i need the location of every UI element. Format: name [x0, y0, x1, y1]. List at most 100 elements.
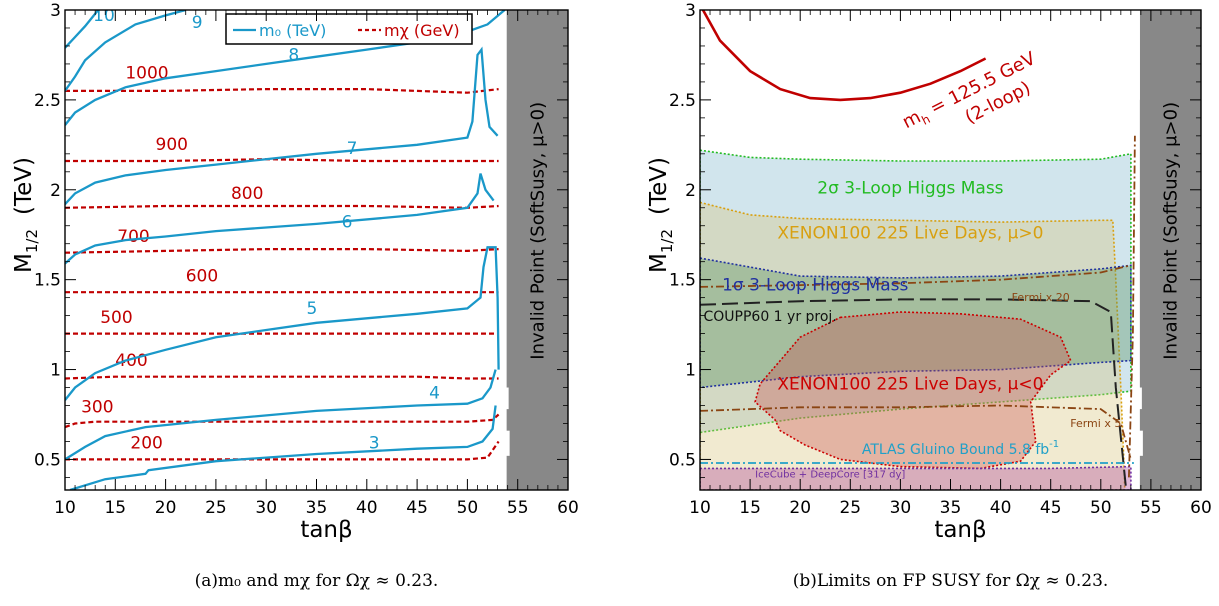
invalid-notch: [504, 387, 509, 410]
limit-band: [754, 311, 1072, 470]
m0-contour-label: 4: [429, 383, 440, 403]
mchi-contour-label: 700: [117, 227, 149, 247]
y-axis-label-unit: (TeV): [11, 157, 37, 215]
legend-label: mχ (GeV): [384, 21, 460, 40]
y-tick-label: 1.5: [669, 271, 696, 291]
legend-label: m₀ (TeV): [259, 21, 326, 40]
panel-caption: (a)m₀ and mχ for Ωχ ≈ 0.23.: [195, 571, 439, 591]
mchi-contour-label: 400: [115, 351, 147, 371]
mchi-contour-label: 900: [156, 135, 188, 155]
m0-contour-label: 8: [288, 45, 299, 65]
mchi-contour-label: 300: [81, 398, 113, 418]
m0-contour: [65, 246, 500, 401]
m0-contour: [65, 46, 499, 205]
y-tick-label: 1: [685, 361, 696, 381]
mchi-contour-label: 1000: [125, 63, 168, 83]
limit-line: [1128, 135, 1136, 478]
x-tick-label: 10: [689, 498, 711, 518]
invalid-region-label: Invalid Point (SoftSusy, μ>0): [1160, 102, 1181, 360]
mchi-contour: [65, 158, 499, 163]
y-axis-label-main: M: [646, 253, 672, 273]
x-tick-label: 35: [306, 498, 328, 518]
legend-box: [225, 13, 473, 45]
m0-contour: [65, 369, 497, 461]
contour-label-bg: [226, 183, 268, 204]
x-tick-label: 55: [1140, 498, 1162, 518]
contour-label-bg: [151, 135, 193, 156]
invalid-notch: [1133, 430, 1143, 456]
x-tick-label: 20: [155, 498, 177, 518]
m0-contour-label: 10: [93, 6, 115, 26]
invalid-region: [506, 10, 568, 490]
mchi-contour: [65, 375, 499, 380]
limit-band: [700, 257, 1132, 389]
legend: m₀ (TeV) mχ (GeV): [225, 13, 473, 45]
limit-line: [700, 298, 1127, 487]
m0-contour: [65, 173, 495, 265]
y-axis-label: M1/2 (TeV): [646, 157, 676, 273]
limit-band: [700, 149, 1132, 434]
limit-band: [700, 465, 1132, 490]
m0-contour: [69, 405, 497, 490]
contour-label-bg: [126, 433, 168, 454]
m0-contour: [65, 10, 100, 49]
y-tick-label: 3: [685, 1, 696, 21]
x-tick-label: 10: [54, 498, 76, 518]
y-axis-label-sub: 1/2: [658, 229, 676, 253]
x-tick-label: 50: [1090, 498, 1112, 518]
x-tick-label: 35: [940, 498, 962, 518]
x-tick-label: 15: [104, 498, 126, 518]
mchi-contour-label: 600: [186, 266, 218, 286]
limit-line: [700, 404, 1132, 460]
x-tick-label: 50: [457, 498, 479, 518]
x-tick-label: 45: [1040, 498, 1062, 518]
invalid-region-label: Invalid Point (SoftSusy, μ>0): [527, 102, 548, 360]
band-label: IceCube + DeepCore [317 dy]: [755, 469, 905, 480]
y-tick-label: 2: [685, 181, 696, 201]
x-tick-label: 30: [890, 498, 912, 518]
mchi-contour: [65, 204, 499, 209]
band-label: Fermi x 20: [1012, 291, 1070, 304]
x-tick-label: 25: [839, 498, 861, 518]
invalid-gap: [497, 10, 507, 100]
band-label: ATLAS Gluino Bound 5.8 fb-1: [862, 439, 1059, 458]
mchi-contour-label: 200: [130, 434, 162, 454]
mchi-contour: [65, 248, 499, 254]
higgs-mass-curve: [701, 10, 987, 102]
mchi-contour: [65, 440, 500, 461]
mchi-contour: [65, 413, 500, 429]
x-tick-label: 25: [205, 498, 227, 518]
plot-area: mh = 125.5 GeV(2-loop)2σ 3-Loop Higgs Ma…: [700, 10, 1201, 490]
contour-label-bg: [181, 266, 223, 287]
x-tick-label: 30: [255, 498, 277, 518]
y-tick-label: 0.5: [669, 450, 696, 470]
y-tick-label: 0.5: [34, 450, 61, 470]
x-tick-label: 45: [406, 498, 428, 518]
invalid-region: [1139, 10, 1201, 490]
y-tick-label: 2.5: [34, 91, 61, 111]
invalid-notch: [1137, 387, 1142, 410]
y-tick-label: 2: [50, 181, 61, 201]
y-axis-label-unit: (TeV): [646, 157, 672, 215]
x-tick-label: 60: [557, 498, 579, 518]
band-label: Fermi x 5: [1070, 417, 1121, 430]
panel-b: mh = 125.5 GeV(2-loop)2σ 3-Loop Higgs Ma…: [646, 1, 1212, 591]
x-tick-label: 60: [1190, 498, 1212, 518]
x-axis-label: tanβ: [300, 517, 352, 543]
mchi-contour-label: 800: [231, 184, 263, 204]
x-axis-label: tanβ: [934, 517, 986, 543]
y-tick-label: 1: [50, 361, 61, 381]
band-label: 2σ 3-Loop Higgs Mass: [817, 178, 1003, 198]
plot-area: 200 300 400 500 600 700 800 900 1000 3 4 5 6 7 8 9 10 m₀ …: [65, 6, 568, 490]
m0-contour-label: 5: [306, 299, 317, 319]
invalid-gap: [1130, 10, 1140, 100]
band-label: COUPP60 1 yr proj.: [703, 309, 836, 325]
x-tick-label: 15: [739, 498, 761, 518]
y-axis-label: M1/2 (TeV): [11, 157, 41, 273]
mchi-contour-label: 500: [100, 308, 132, 328]
mchi-contour: [65, 88, 499, 94]
panel-a: 2003004005006007008009001000345678910m₀ …: [11, 1, 579, 591]
m0-contour-label: 9: [192, 13, 203, 33]
contour-label-bg: [96, 307, 138, 328]
y-axis-label-main: M: [11, 253, 37, 273]
